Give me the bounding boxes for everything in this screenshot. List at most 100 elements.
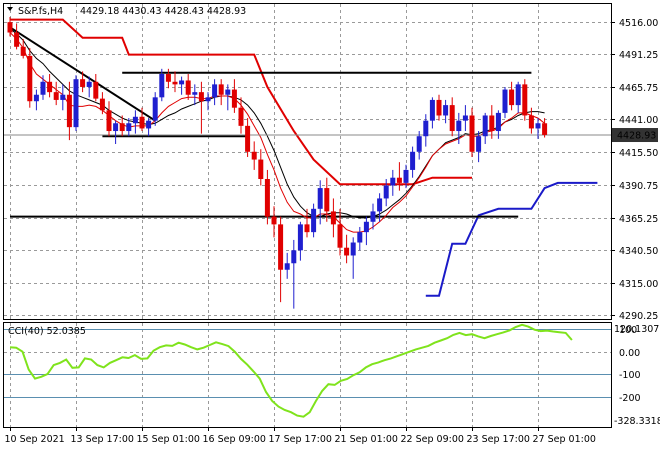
- candle-body: [27, 55, 33, 102]
- candle-body: [245, 125, 251, 152]
- candle: [456, 112, 462, 144]
- candle: [7, 16, 13, 37]
- candle: [245, 118, 251, 157]
- candle-body: [509, 89, 515, 106]
- candle: [132, 110, 138, 134]
- candle-body: [205, 97, 211, 102]
- candle-body: [139, 116, 145, 129]
- candle: [311, 203, 317, 238]
- candle-body: [192, 92, 198, 95]
- candle-body: [119, 123, 125, 132]
- candle-body: [377, 198, 383, 212]
- candle-body: [429, 99, 435, 121]
- candle-body: [251, 151, 257, 160]
- candle-body: [66, 94, 72, 128]
- candle-body: [86, 81, 92, 87]
- candle-body: [185, 80, 191, 95]
- candle-body: [542, 123, 548, 135]
- candle: [522, 79, 528, 121]
- candle: [370, 203, 376, 230]
- candle: [159, 68, 165, 102]
- candle: [238, 97, 244, 134]
- x-tick-label: 21 Sep 01:00: [335, 434, 398, 445]
- candle: [396, 162, 402, 191]
- y-tick-label: 4441.00: [619, 115, 658, 126]
- candle: [113, 120, 119, 144]
- y-tick-label: 4465.75: [619, 83, 658, 94]
- candle-body: [146, 120, 152, 129]
- candle: [106, 101, 112, 137]
- candle-body: [449, 105, 455, 132]
- candle: [502, 86, 508, 119]
- candle: [350, 237, 356, 279]
- candle-body: [172, 81, 178, 85]
- candle: [337, 208, 343, 256]
- main-panel-frame: [3, 3, 612, 320]
- resistance-line: [10, 18, 472, 186]
- candle-body: [47, 81, 53, 93]
- cci-line: [9, 323, 573, 418]
- candle-body: [271, 216, 277, 225]
- candle: [119, 115, 125, 137]
- candle-body: [284, 263, 290, 270]
- y-tick-label: 4491.25: [619, 50, 658, 61]
- candle: [482, 112, 488, 144]
- cci-min-label: -328.3318: [614, 416, 660, 427]
- candle: [172, 71, 178, 93]
- candle: [231, 79, 237, 113]
- ma-slow-line: [9, 28, 545, 219]
- candle: [509, 81, 515, 111]
- candle: [212, 79, 218, 106]
- y-tick-label: 4415.50: [619, 148, 658, 159]
- current-price-badge: [612, 128, 658, 143]
- candle-body: [317, 188, 323, 209]
- candle: [192, 84, 198, 106]
- x-tick-label: 22 Sep 09:00: [401, 434, 464, 445]
- cci-max-label: 120.1307: [614, 324, 659, 335]
- candle-body: [159, 74, 165, 98]
- candle-body: [324, 188, 330, 212]
- x-tick-label: 13 Sep 17:00: [71, 434, 134, 445]
- overlays: [4, 18, 611, 297]
- candle: [542, 118, 548, 138]
- candle: [469, 107, 475, 157]
- candle-body: [344, 247, 350, 256]
- candle: [14, 23, 20, 50]
- candle: [198, 81, 204, 134]
- candle-body: [126, 123, 132, 132]
- candle-body: [198, 92, 204, 102]
- candle: [225, 84, 231, 111]
- cci-level-label: -200: [619, 393, 641, 404]
- candle-body: [462, 115, 468, 121]
- candle-body: [73, 79, 79, 128]
- candle-body: [337, 224, 343, 248]
- chart-menu-icon[interactable]: [7, 7, 13, 11]
- cci-indicator: [4, 323, 611, 418]
- candle-body: [20, 46, 26, 56]
- candle: [297, 221, 303, 261]
- candle-body: [311, 208, 317, 233]
- candle-body: [132, 116, 138, 124]
- candle: [27, 48, 33, 108]
- candle-body: [476, 136, 482, 152]
- candle: [515, 81, 521, 113]
- candle: [443, 99, 449, 124]
- candle: [33, 89, 39, 111]
- cci-level-label: 100: [619, 325, 637, 336]
- candle: [126, 118, 132, 137]
- candle-body: [99, 98, 105, 111]
- candle: [185, 74, 191, 100]
- candle: [436, 94, 442, 121]
- candle-body: [363, 221, 369, 233]
- candle-body: [40, 81, 46, 95]
- candle: [86, 76, 92, 98]
- candle-body: [278, 224, 284, 270]
- candle-body: [304, 224, 310, 233]
- support-line: [425, 181, 598, 297]
- candle: [271, 206, 277, 238]
- axes: 4516.00 4491.25 4465.75 4441.00 4415.50 4390.…: [5, 18, 660, 445]
- x-tick-label: 23 Sep 17:00: [467, 434, 530, 445]
- candle-body: [33, 94, 39, 102]
- candle-body: [297, 224, 303, 251]
